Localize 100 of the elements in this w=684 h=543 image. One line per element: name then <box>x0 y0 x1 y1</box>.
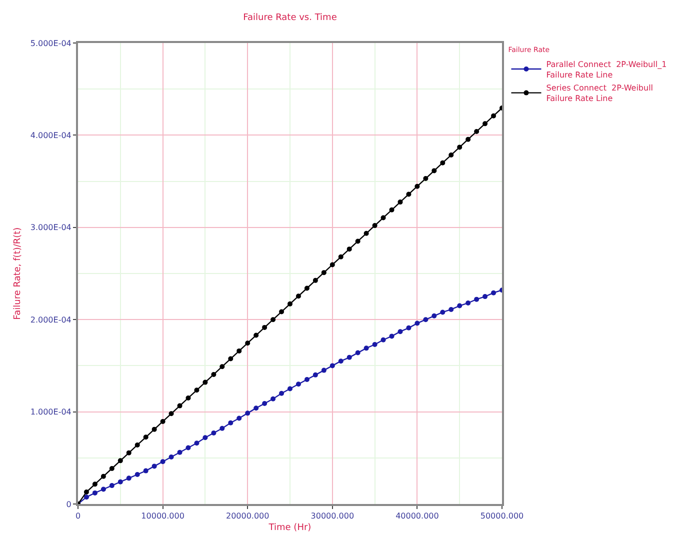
x-tick-label: 0 <box>75 512 81 521</box>
point <box>491 290 496 296</box>
point <box>228 420 234 426</box>
point <box>194 440 200 446</box>
chart-title: Failure Rate vs. Time <box>243 12 338 23</box>
point <box>330 262 335 268</box>
point <box>228 356 234 362</box>
point <box>474 296 480 302</box>
point <box>143 434 148 440</box>
x-tick-label: 20000.000 <box>226 512 270 521</box>
point <box>118 458 123 464</box>
point <box>466 136 471 142</box>
point <box>143 468 148 474</box>
point <box>92 482 98 487</box>
point <box>372 223 378 228</box>
point <box>134 472 140 477</box>
point <box>202 380 208 385</box>
point <box>152 426 157 432</box>
point <box>448 306 454 312</box>
legend-label: Parallel Connect 2P-Weibull_1 Failure Rate Line <box>546 60 667 80</box>
point <box>100 486 106 492</box>
point <box>398 200 403 205</box>
x-tick-label: 10000.000 <box>141 512 184 521</box>
point <box>321 368 326 373</box>
y-tick-label: 3.000E-04 <box>30 223 72 232</box>
point <box>84 490 89 495</box>
point <box>270 317 276 322</box>
point <box>380 215 386 220</box>
point <box>346 354 352 360</box>
point <box>109 483 114 488</box>
point <box>432 168 437 174</box>
point <box>288 301 292 306</box>
point <box>211 430 216 436</box>
y-tick-label: 5.000E-04 <box>30 38 72 48</box>
point <box>406 325 412 330</box>
x-tick-label: 50000.000 <box>480 512 524 521</box>
point <box>372 342 378 347</box>
point <box>304 286 310 291</box>
point <box>338 254 344 260</box>
point <box>186 445 191 450</box>
line-series <box>78 288 502 504</box>
point <box>186 395 191 400</box>
y-tick-label: 0 <box>66 500 72 509</box>
point <box>262 401 268 406</box>
point <box>126 450 132 456</box>
point <box>482 294 488 300</box>
point <box>338 358 344 364</box>
point <box>491 113 496 118</box>
point <box>482 121 488 126</box>
point <box>177 403 182 408</box>
point <box>312 278 318 283</box>
point <box>168 454 174 460</box>
point <box>440 160 446 166</box>
y-axis-title: Failure Rate, f(t)/R(t) <box>13 227 24 320</box>
point <box>118 479 123 484</box>
point <box>380 337 386 342</box>
point <box>398 329 403 334</box>
x-tick-label: 40000.000 <box>396 512 439 521</box>
point <box>389 207 394 212</box>
point <box>152 464 157 469</box>
point <box>321 270 326 276</box>
point <box>262 324 268 330</box>
y-tick-label: 2.000E-04 <box>30 315 72 324</box>
point <box>160 459 166 464</box>
point <box>432 313 437 318</box>
point <box>202 435 208 440</box>
point <box>245 340 250 346</box>
point <box>134 442 140 448</box>
point <box>440 310 446 315</box>
point <box>474 129 480 134</box>
point <box>414 184 420 189</box>
point <box>423 317 428 322</box>
point <box>312 372 318 378</box>
point <box>177 450 182 455</box>
point <box>296 294 301 299</box>
point <box>84 494 89 500</box>
point <box>194 388 200 393</box>
point <box>109 466 114 471</box>
point <box>355 238 360 244</box>
point <box>100 474 106 479</box>
point <box>406 192 412 197</box>
point <box>296 382 301 387</box>
point <box>389 334 394 339</box>
x-axis-title: Time (Hr) <box>268 522 312 533</box>
point <box>211 372 216 377</box>
point <box>220 364 225 370</box>
y-tick-label: 4.000E-04 <box>30 131 72 140</box>
point <box>279 309 284 314</box>
y-tick-label: 1.000E-04 <box>30 408 72 417</box>
point <box>236 348 242 354</box>
point <box>466 300 471 306</box>
point <box>168 411 174 416</box>
point <box>254 406 259 411</box>
point <box>457 144 462 150</box>
point <box>423 176 428 182</box>
point <box>457 303 462 308</box>
point <box>355 350 360 356</box>
point <box>448 152 454 158</box>
point <box>279 390 284 396</box>
point <box>254 332 259 338</box>
